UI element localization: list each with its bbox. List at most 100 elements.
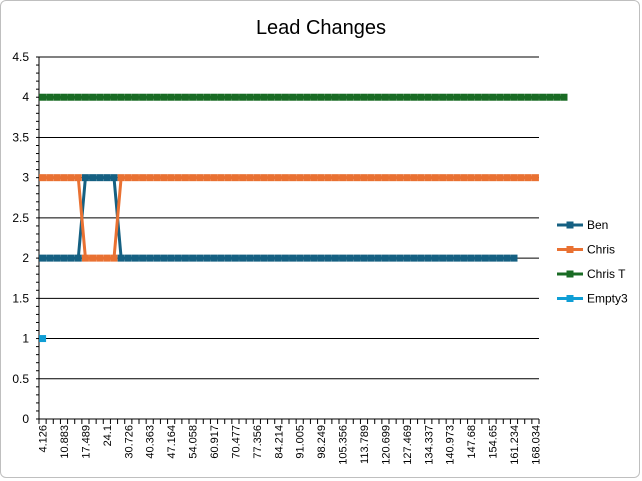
data-point	[317, 93, 325, 101]
data-point	[389, 174, 397, 182]
data-point	[396, 254, 404, 262]
x-tick-label: 113.789	[359, 425, 371, 464]
data-point	[453, 254, 461, 262]
x-tick-label: 147.68	[466, 425, 478, 459]
legend-marker	[566, 295, 574, 302]
data-point	[174, 93, 182, 101]
series-ben	[39, 174, 518, 262]
y-tick-label: 4.5	[12, 50, 29, 64]
x-tick-label: 84.214	[273, 425, 285, 459]
data-point	[410, 93, 418, 101]
data-point	[496, 93, 504, 101]
data-point	[503, 174, 511, 182]
data-point	[517, 174, 525, 182]
data-point	[110, 254, 118, 262]
data-point	[531, 174, 539, 182]
data-point	[67, 254, 75, 262]
x-tick-label: 60.917	[209, 425, 221, 459]
data-point	[510, 254, 518, 262]
x-tick-label: 77.356	[252, 425, 264, 459]
data-point	[60, 93, 68, 101]
x-tick-label: 168.034	[530, 425, 542, 465]
x-tick-label: 120.699	[380, 425, 392, 465]
data-point	[489, 93, 497, 101]
x-tick-label: 24.1	[102, 425, 114, 446]
data-point	[296, 254, 304, 262]
data-point	[46, 93, 54, 101]
data-point	[274, 254, 282, 262]
data-point	[546, 93, 554, 101]
y-tick-label: 0	[22, 412, 29, 426]
data-point	[381, 174, 389, 182]
data-point	[96, 174, 104, 182]
data-point	[210, 254, 218, 262]
data-point	[160, 93, 168, 101]
data-point	[53, 174, 61, 182]
data-point	[374, 254, 382, 262]
data-point	[396, 93, 404, 101]
data-point	[460, 93, 468, 101]
data-point	[481, 174, 489, 182]
series-line	[42, 176, 536, 260]
data-point	[181, 254, 189, 262]
x-tick-label: 4.126	[38, 425, 50, 453]
data-point	[81, 93, 89, 101]
data-point	[510, 93, 518, 101]
data-point	[203, 93, 211, 101]
data-point	[517, 93, 525, 101]
data-point	[189, 174, 197, 182]
data-point	[367, 174, 375, 182]
data-point	[67, 93, 75, 101]
data-point	[317, 174, 325, 182]
data-point	[139, 174, 147, 182]
data-point	[331, 93, 339, 101]
data-point	[289, 254, 297, 262]
legend-item: Ben	[557, 218, 608, 232]
data-point	[74, 93, 82, 101]
data-point	[339, 174, 347, 182]
y-tick-label: 3	[22, 171, 29, 185]
data-point	[274, 174, 282, 182]
legend: Ben Chris Chris T Empty3	[557, 218, 628, 306]
data-point	[467, 93, 475, 101]
data-point	[46, 254, 54, 262]
legend-label: Chris	[587, 243, 615, 257]
data-point	[346, 93, 354, 101]
series-chris	[39, 174, 539, 262]
data-point	[239, 93, 247, 101]
data-point	[146, 174, 154, 182]
data-point	[424, 174, 432, 182]
legend-label: Ben	[587, 218, 608, 232]
data-point	[89, 174, 97, 182]
axes: 0 0.5 1 1.5 2 2.5 3 3.5 4 4.5 4.126 10.883 17.489 24.…	[12, 50, 542, 465]
data-point	[374, 174, 382, 182]
data-point	[339, 93, 347, 101]
data-point	[381, 254, 389, 262]
y-tick-label: 2	[22, 251, 29, 265]
data-point	[124, 174, 132, 182]
data-point	[260, 93, 268, 101]
data-point	[67, 174, 75, 182]
data-point	[431, 93, 439, 101]
data-point	[410, 174, 418, 182]
data-point	[189, 93, 197, 101]
data-point	[253, 254, 261, 262]
data-point	[74, 174, 82, 182]
data-point	[103, 174, 111, 182]
data-point	[460, 174, 468, 182]
data-point	[224, 254, 232, 262]
data-point	[481, 93, 489, 101]
data-point	[181, 174, 189, 182]
data-point	[196, 93, 204, 101]
data-point	[181, 93, 189, 101]
data-point	[417, 93, 425, 101]
x-tick-label: 134.337	[423, 425, 435, 465]
legend-marker	[566, 221, 574, 229]
x-tick-label: 30.726	[123, 425, 135, 459]
data-point	[296, 174, 304, 182]
data-point	[417, 174, 425, 182]
data-point	[260, 254, 268, 262]
data-point	[281, 93, 289, 101]
x-tick-label: 161.234	[509, 425, 521, 465]
legend-marker	[566, 270, 574, 278]
